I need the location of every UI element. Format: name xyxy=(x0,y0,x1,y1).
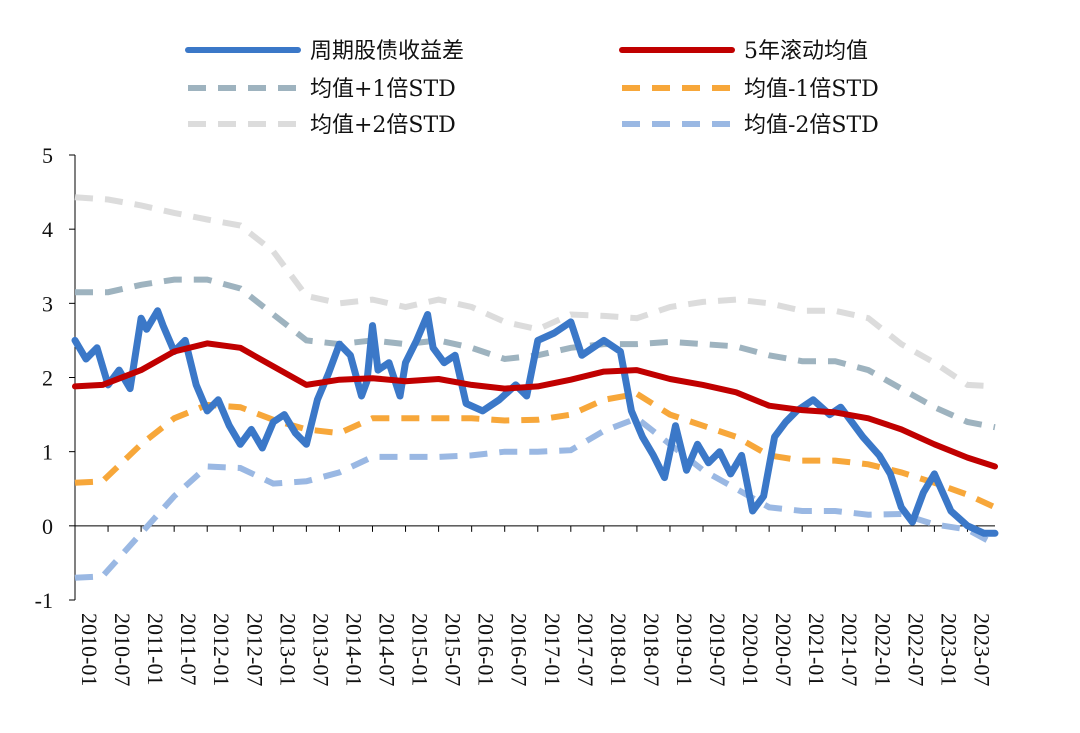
y-tick-label: 2 xyxy=(42,366,53,391)
x-tick-label: 2018-01 xyxy=(606,613,631,686)
series-line-3 xyxy=(74,390,997,511)
x-tick-label: 2023-07 xyxy=(969,613,994,686)
x-tick-label: 2016-01 xyxy=(474,613,499,686)
legend-label-3: 均值-1倍STD xyxy=(744,77,879,102)
x-tick-label: 2019-07 xyxy=(705,613,730,686)
x-tick-label: 2012-07 xyxy=(242,613,267,686)
x-tick-label: 2012-01 xyxy=(209,613,234,686)
x-tick-label: 2023-01 xyxy=(936,613,961,686)
x-tick-label: 2013-01 xyxy=(275,613,300,686)
x-tick-label: 2013-07 xyxy=(308,613,333,686)
x-tick-label: 2010-07 xyxy=(110,613,135,686)
series-line-5 xyxy=(74,414,997,581)
x-tick-label: 2021-01 xyxy=(804,613,829,686)
axes: 5 4 3 2 1 0 -1 2010-01 2010-07 2011-01 2011-07 2012… xyxy=(35,143,995,686)
legend-label-4: 均值+2倍STD xyxy=(310,113,456,138)
series-line-1 xyxy=(72,340,998,470)
x-tick-label: 2011-01 xyxy=(143,613,168,686)
x-tick-label: 2014-07 xyxy=(374,613,399,686)
y-tick-label: -1 xyxy=(35,588,53,613)
x-tick-label: 2021-07 xyxy=(837,613,862,686)
y-tick-label: 0 xyxy=(42,514,53,539)
legend-label-1: 5年滚动均值 xyxy=(744,39,868,64)
x-tick-label: 2015-01 xyxy=(408,613,433,686)
x-tick-label: 2011-07 xyxy=(176,613,201,686)
x-tick-label: 2020-07 xyxy=(771,613,796,686)
y-tick-label: 5 xyxy=(42,143,53,168)
x-tick-label: 2016-07 xyxy=(507,613,532,686)
x-tick-label: 2017-07 xyxy=(573,613,598,686)
y-tick-label: 1 xyxy=(42,440,53,465)
series-line-4 xyxy=(74,194,996,390)
x-tick-label: 2017-01 xyxy=(540,613,565,686)
plot-area xyxy=(71,194,999,581)
x-tick-label: 2014-01 xyxy=(341,613,366,686)
y-tick-label: 4 xyxy=(42,217,53,242)
x-tick-label: 2022-07 xyxy=(903,613,928,686)
x-tick-label: 2015-07 xyxy=(441,613,466,686)
legend-label-0: 周期股债收益差 xyxy=(310,39,464,64)
x-tick-label: 2020-01 xyxy=(738,613,763,686)
x-tick-label: 2019-01 xyxy=(672,613,697,686)
x-tick-label: 2010-01 xyxy=(77,613,102,686)
legend-label-5: 均值-2倍STD xyxy=(744,113,879,138)
series-line-0 xyxy=(71,307,999,537)
x-tick-label: 2022-01 xyxy=(870,613,895,686)
legend-label-2: 均值+1倍STD xyxy=(310,77,456,102)
x-tick-label: 2018-07 xyxy=(639,613,664,686)
y-tick-label: 3 xyxy=(42,291,53,316)
